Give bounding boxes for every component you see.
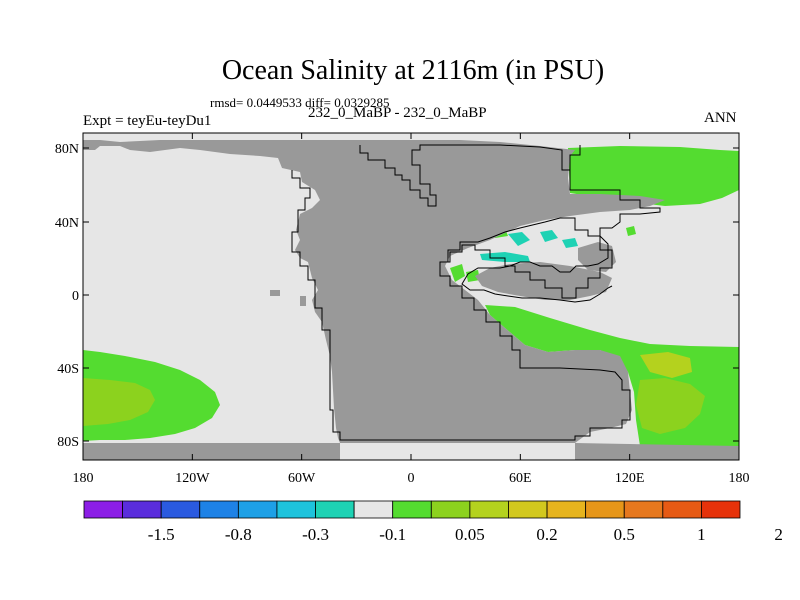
colorbar-label: 0.5 <box>614 525 635 544</box>
colorbar-swatch <box>546 500 587 519</box>
antarctic-margin-land <box>83 443 340 460</box>
colorbar-swatch <box>353 500 394 519</box>
colorbar-swatch <box>237 500 278 519</box>
south-island <box>298 444 310 450</box>
map-title: Ocean Salinity at 2116m (in PSU) <box>221 55 605 86</box>
arctic-anomaly <box>568 146 739 206</box>
colorbar: -1.5 -0.8 -0.3 -0.1 0.05 0.2 0.5 1 2 <box>83 500 783 544</box>
arctic-small-anomaly <box>712 152 739 168</box>
colorbar-swatch <box>315 500 355 519</box>
lat-tick-label: 80N <box>55 142 79 157</box>
tethys-cyan-patch <box>480 252 530 262</box>
lat-tick-label: 40S <box>57 362 79 377</box>
colorbar-label: -1.5 <box>148 525 175 544</box>
colorbar-swatch <box>83 500 123 519</box>
tethys-inner-land <box>475 262 612 300</box>
colorbar-label: -0.8 <box>225 525 252 544</box>
colorbar-swatch <box>392 500 432 519</box>
colorbar-label: 0.2 <box>536 525 557 544</box>
colorbar-label: -0.1 <box>379 525 406 544</box>
colorbar-swatch <box>508 500 548 519</box>
lon-tick-label: 0 <box>408 471 415 486</box>
colorbar-label: -0.3 <box>302 525 329 544</box>
anomaly-regions <box>83 146 739 452</box>
lon-tick-label: 60W <box>288 471 316 486</box>
colorbar-swatch <box>430 500 471 519</box>
indian-anomaly-patch <box>640 352 692 378</box>
lon-tick-label: 180 <box>73 471 94 486</box>
tethys-cyan-patch-4 <box>562 238 578 248</box>
lon-tick-label: 120E <box>615 471 645 486</box>
coastlines <box>291 144 661 441</box>
colorbar-swatch <box>469 500 509 519</box>
stats-text: rmsd= 0.0449533 diff= 0.0329285 <box>210 95 390 110</box>
lat-tick-label: 80S <box>57 435 79 450</box>
colorbar-swatch <box>276 500 316 519</box>
season-label: ANN <box>704 110 737 126</box>
colorbar-swatch <box>160 500 201 519</box>
south-atlantic-anomaly <box>450 264 465 282</box>
tethys-cyan-patch-3 <box>540 230 558 242</box>
subtitle: 232_0_MaBP - 232_0_MaBP <box>308 105 487 121</box>
experiment-label: Expt = teyEu-teyDu1 <box>83 113 212 129</box>
west-coast-island-2 <box>270 290 280 296</box>
lon-tick-label: 120W <box>175 471 210 486</box>
west-coast-islands <box>300 296 306 306</box>
south-indian-anomaly-core <box>636 378 705 434</box>
colorbar-swatch <box>199 500 239 519</box>
colorbar-label: 2 <box>774 525 783 544</box>
colorbar-label: 1 <box>697 525 706 544</box>
tethys-coastline <box>440 217 613 303</box>
lat-tick-label: 0 <box>72 289 79 304</box>
colorbar-swatch <box>623 500 664 519</box>
east-green-spot <box>626 226 636 236</box>
lon-tick-label: 180 <box>729 471 750 486</box>
antarctic-east-land <box>575 443 739 460</box>
main-coastline <box>291 144 661 441</box>
axis-ticks <box>82 133 740 460</box>
colorbar-swatch <box>662 500 702 519</box>
colorbar-swatch <box>701 500 741 519</box>
colorbar-swatch <box>585 500 625 519</box>
lon-tick-label: 60E <box>509 471 532 486</box>
tethys-cyan-patch-2 <box>508 232 530 246</box>
colorbar-label: 0.05 <box>455 525 485 544</box>
south-pacific-anomaly-core <box>83 378 155 426</box>
colorbar-swatch <box>122 500 162 519</box>
lat-tick-label: 40N <box>55 216 79 231</box>
axis-tick-labels: 80N 40N 0 40S 80S 180 120W 60W 0 60E 120E 180 <box>55 142 750 486</box>
arctic-coastline <box>569 145 581 170</box>
